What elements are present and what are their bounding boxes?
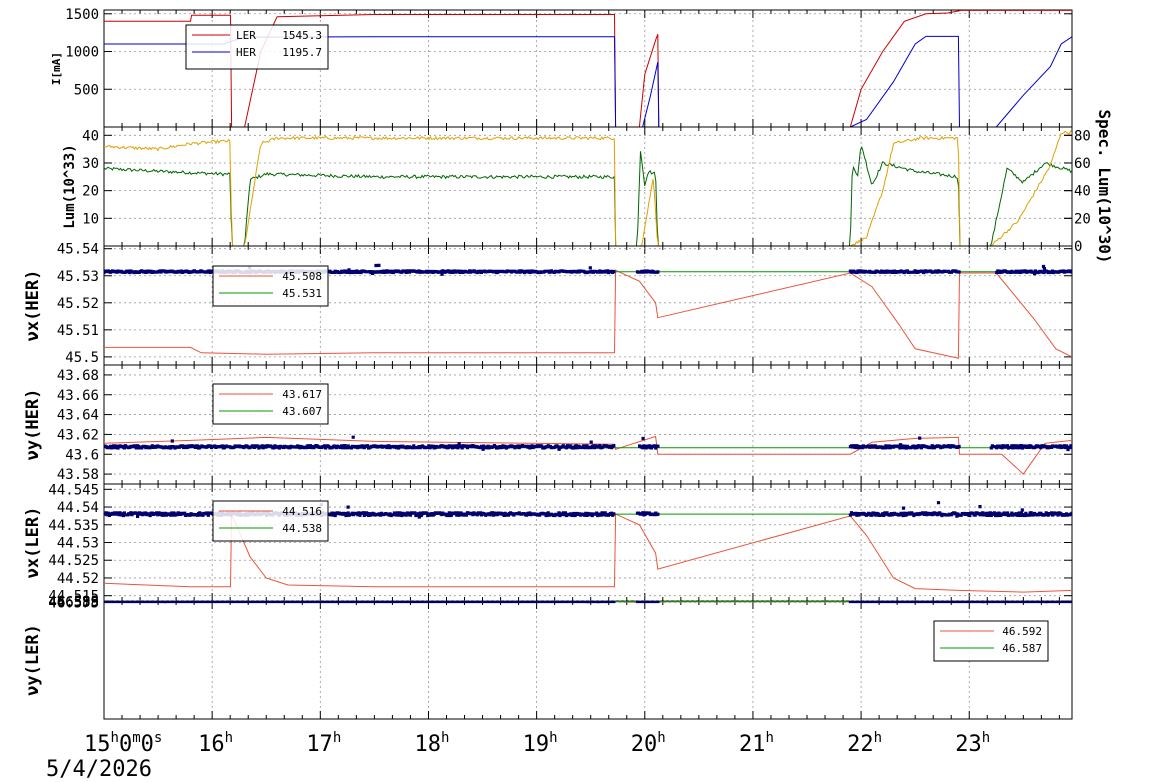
y-right-axis-label: Spec. Lum(10^30) (1095, 109, 1114, 263)
y-tick-label: 44.545 (48, 482, 99, 498)
y-tick-label: 43.64 (57, 408, 99, 424)
legend-box (185, 24, 329, 70)
y-tick-label: 44.525 (48, 553, 99, 569)
y-tick-label: 43.62 (57, 427, 99, 443)
x-tick-label: 18h (414, 730, 449, 757)
y-tick-label: 43.68 (57, 368, 99, 384)
legend-value: 46.592 (1002, 625, 1042, 638)
panel-current: 500 1000 1500 I[mA] LER 1545.3 HER 1195.7 (50, 7, 1073, 128)
legend: 44.516 44.538 (212, 500, 329, 542)
y-right-tick-label: 60 (1074, 156, 1091, 172)
y-tick-label: 45.51 (57, 323, 99, 339)
x-tick-label: 17h (306, 730, 341, 757)
legend: 46.592 46.587 (933, 620, 1049, 662)
y-axis-label: Lum(10^33) (62, 144, 78, 228)
legend-value: 44.516 (282, 505, 322, 518)
series-line-ler (104, 10, 1072, 127)
y-axis-label: I[mA] (50, 52, 63, 85)
data-layer (104, 10, 1072, 127)
legend-name: HER (236, 46, 256, 59)
data-layer (104, 601, 1072, 604)
x-tick-label: 23h (955, 730, 990, 757)
legend-box (212, 265, 329, 307)
y-axis-label: νy(LER) (23, 624, 43, 696)
y-tick-label: 46.585 (48, 595, 99, 611)
measured-tune-points (104, 601, 1072, 604)
panel-nuy_her: 43.58 43.6 43.62 43.64 43.66 43.68 νy(HER) 43.6… (23, 364, 1073, 485)
x-tick-label: 16h (198, 730, 233, 757)
y-tick-label: 46.595 (48, 594, 99, 610)
panels: 500 1000 1500 I[mA] LER 1545.3 HER 1195.7 10 20 30… (23, 7, 1114, 720)
y-tick-label: 45.54 (57, 242, 99, 258)
legend-box (212, 500, 329, 542)
series-line-lum (104, 145, 1072, 246)
legend: 45.508 45.531 (212, 265, 329, 307)
y-tick-label: 45.5 (65, 350, 99, 366)
y-right-tick-label: 80 (1074, 128, 1091, 144)
x-tick-label: 22h (847, 730, 882, 757)
y-right-tick-label: 20 (1074, 211, 1091, 227)
y-tick-label: 40 (82, 128, 99, 144)
measured-tune-points (104, 501, 1072, 519)
legend-value: 1195.7 (282, 46, 322, 59)
panel-frame (103, 600, 1073, 720)
series-line-her (104, 35, 1072, 127)
legend-value: 44.538 (282, 522, 322, 535)
y-tick-label: 46.58 (57, 595, 99, 611)
time-axis: 15h0m0s 16h 17h 18h 19h 20h 21h 22h 23h (84, 730, 990, 757)
y-axis-label: νy(HER) (23, 389, 43, 461)
y-tick-label: 30 (82, 156, 99, 172)
y-tick-label: 44.52 (57, 571, 99, 587)
y-axis-label: νx(HER) (23, 270, 43, 342)
y-tick-label: 10 (82, 211, 99, 227)
y-axis-label: νx(LER) (23, 507, 43, 579)
series-line-setpoint (104, 269, 1072, 359)
legend-value: 46.587 (1002, 642, 1042, 655)
y-tick-label: 44.53 (57, 536, 99, 552)
y-tick-label: 46.575 (48, 595, 99, 611)
y-tick-label: 43.58 (57, 467, 99, 483)
y-tick-label: 43.6 (65, 447, 99, 463)
y-tick-label: 43.66 (57, 388, 99, 404)
legend-value: 45.508 (282, 270, 322, 283)
y-tick-label: 1000 (65, 45, 99, 61)
y-tick-label: 45.52 (57, 296, 99, 312)
y-tick-label: 44.515 (48, 589, 99, 605)
date-label: 5/4/2026 (46, 757, 152, 782)
series-line-setpoint (104, 435, 1072, 475)
y-right-tick-label: 40 (1074, 184, 1091, 200)
y-tick-label: 500 (74, 82, 99, 98)
y-tick-label: 20 (82, 184, 99, 200)
x-tick-label: 20h (631, 730, 666, 757)
y-tick-label: 46.59 (57, 594, 99, 610)
x-tick-label: 15h0m0s (84, 730, 162, 757)
legend-box (212, 383, 329, 425)
legend-value: 1545.3 (282, 29, 322, 42)
legend-box (933, 620, 1049, 662)
y-tick-label: 45.53 (57, 269, 99, 285)
y-right-tick-label: 0 (1074, 239, 1082, 255)
data-layer (104, 130, 1072, 246)
legend: 43.617 43.607 (212, 383, 329, 425)
legend-value: 43.607 (282, 405, 322, 418)
y-tick-label: 44.535 (48, 518, 99, 534)
measured-tune-points (104, 263, 1072, 276)
data-layer (104, 435, 1072, 475)
legend-value: 43.617 (282, 388, 322, 401)
series-line-spec-lum (104, 130, 1072, 246)
y-tick-label: 44.54 (57, 500, 99, 516)
y-tick-label: 1500 (65, 7, 99, 23)
legend-value: 45.531 (282, 287, 322, 300)
legend: LER 1545.3 HER 1195.7 (185, 24, 329, 70)
x-tick-label: 19h (523, 730, 558, 757)
measured-tune-points (104, 435, 1072, 452)
panel-luminosity: 10 20 30 40 0 20 40 60 80 Spec. Lum(10^30) Lum(10^… (62, 109, 1114, 263)
legend-name: LER (236, 29, 256, 42)
x-tick-label: 21h (739, 730, 774, 757)
